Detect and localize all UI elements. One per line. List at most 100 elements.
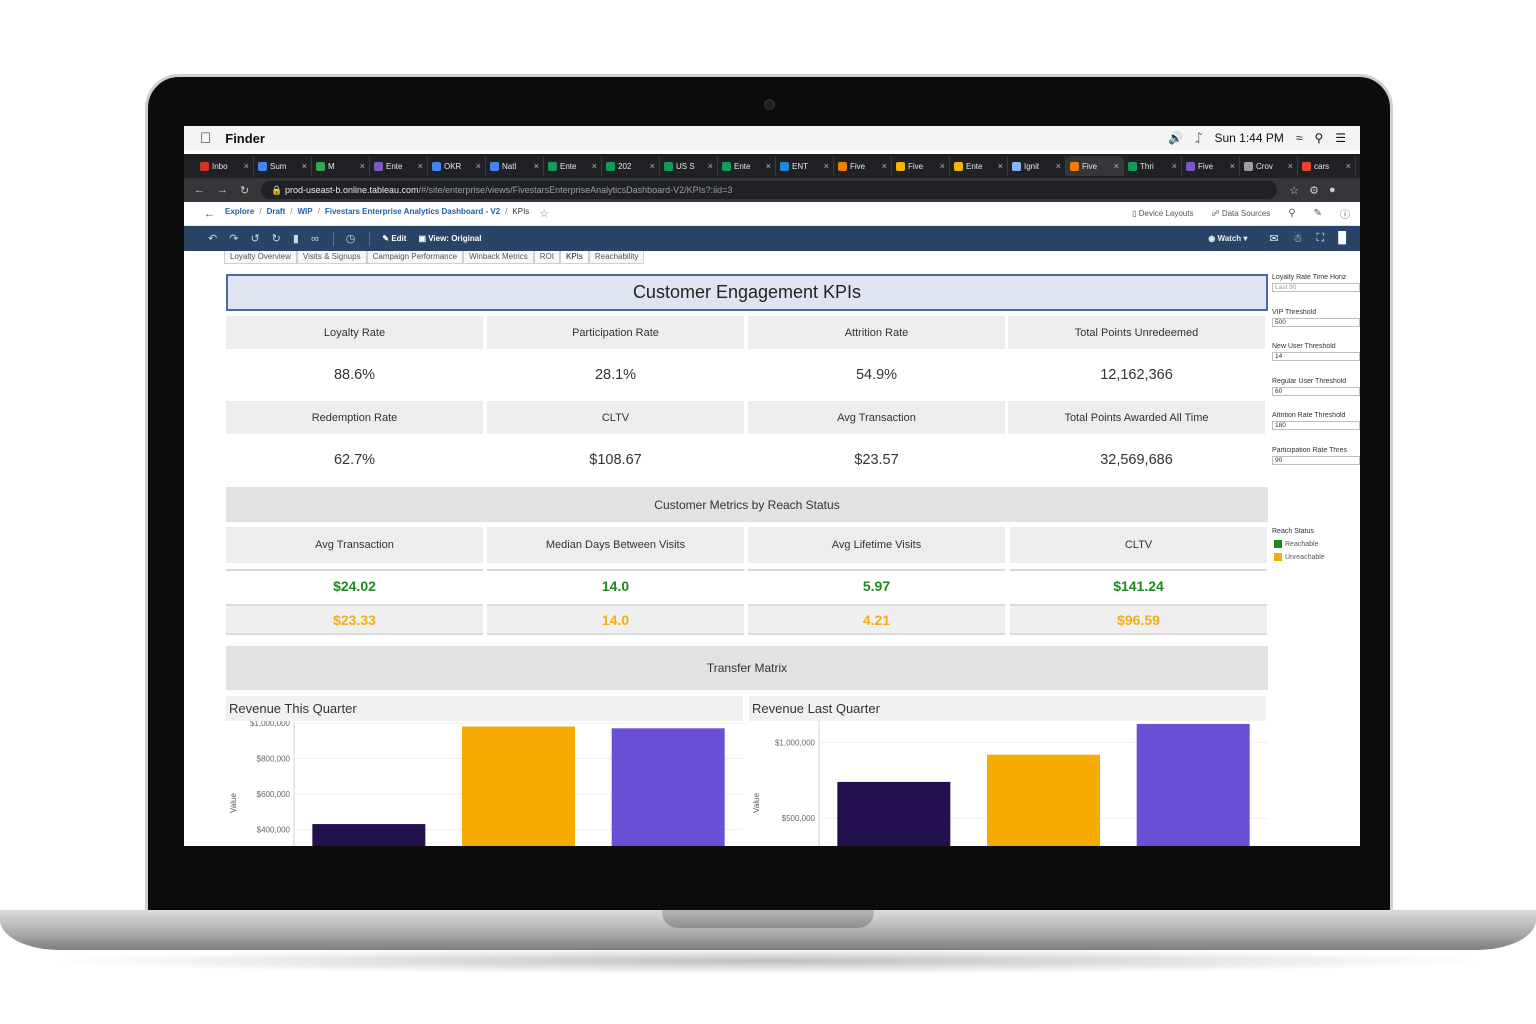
link-icon[interactable]: ∞	[310, 232, 319, 245]
filter-input[interactable]: 14	[1272, 352, 1360, 361]
tab-close-icon[interactable]: ×	[707, 161, 713, 171]
device-layouts-button[interactable]: ▯ Device Layouts	[1132, 209, 1194, 218]
sheet-tab[interactable]: Campaign Performance	[366, 251, 464, 264]
browser-tab[interactable]: US S ×	[660, 156, 718, 176]
notes-icon[interactable]: ✎	[1313, 208, 1322, 219]
tab-close-icon[interactable]: ×	[765, 161, 771, 171]
browser-tab[interactable]: M ×	[312, 156, 370, 176]
panel-icon[interactable]: █	[1338, 232, 1346, 244]
edit-button[interactable]: ✎ Edit	[382, 234, 407, 243]
browser-tab[interactable]: Ente ×	[544, 156, 602, 176]
undo-icon[interactable]: ↶	[208, 233, 218, 245]
control-center-icon[interactable]: ☰	[1335, 131, 1346, 145]
bar[interactable]	[312, 824, 426, 846]
tab-close-icon[interactable]: ×	[1113, 161, 1119, 171]
browser-tab[interactable]: ENT ×	[776, 156, 834, 176]
browser-tab[interactable]: OKR ×	[428, 156, 486, 176]
tab-close-icon[interactable]: ×	[301, 161, 307, 171]
url-field[interactable]: 🔒 prod-useast-b.online.tableau.com /#/si…	[261, 181, 1278, 199]
legend-item-reachable[interactable]: Reachable	[1274, 540, 1318, 548]
tab-close-icon[interactable]: ×	[939, 161, 945, 171]
browser-tab[interactable]: Thri ×	[1124, 156, 1182, 176]
volume-icon[interactable]: 🔊	[1168, 131, 1184, 145]
replay-icon[interactable]: ◷	[345, 233, 356, 245]
browser-tab[interactable]: Ente ×	[370, 156, 428, 176]
tab-close-icon[interactable]: ×	[591, 161, 597, 171]
sheet-tab[interactable]: Visits & Signups	[296, 251, 367, 264]
back-arrow-icon[interactable]: ←	[204, 207, 215, 220]
profile-avatar[interactable]: ●	[1328, 183, 1336, 196]
tab-close-icon[interactable]: ×	[881, 161, 887, 171]
browser-tab[interactable]: Ente ×	[950, 156, 1008, 176]
tab-close-icon[interactable]: ×	[1171, 161, 1177, 171]
filter-input[interactable]: 90	[1272, 455, 1360, 465]
clock[interactable]: Sun 1:44 PM	[1214, 131, 1284, 145]
bar[interactable]	[1136, 724, 1250, 846]
browser-tab[interactable]: Five ×	[1066, 156, 1124, 176]
tab-close-icon[interactable]: ×	[997, 161, 1003, 171]
breadcrumb-explore[interactable]: Explore	[225, 207, 255, 216]
data-sources-button[interactable]: ☍ Data Sources	[1211, 209, 1271, 218]
tab-close-icon[interactable]: ×	[1229, 161, 1235, 171]
tab-close-icon[interactable]: ×	[533, 161, 539, 171]
tab-close-icon[interactable]: ×	[823, 161, 829, 171]
tab-close-icon[interactable]: ×	[1287, 161, 1293, 171]
tab-close-icon[interactable]: ×	[1345, 161, 1351, 171]
revert-icon[interactable]: ↺	[250, 233, 260, 245]
browser-tab[interactable]: Inbo ×	[196, 156, 254, 176]
tab-close-icon[interactable]: ×	[243, 161, 249, 171]
tab-close-icon[interactable]: ×	[359, 161, 365, 171]
pause-icon[interactable]: ▮	[292, 233, 299, 245]
back-icon[interactable]: ←	[194, 183, 205, 196]
filter-input[interactable]: Last 90	[1272, 283, 1360, 292]
bar[interactable]	[611, 728, 725, 846]
comments-icon[interactable]: ✉	[1269, 233, 1279, 245]
browser-tab[interactable]: Crov ×	[1240, 156, 1298, 176]
tab-close-icon[interactable]: ×	[649, 161, 655, 171]
tab-close-icon[interactable]: ×	[475, 161, 481, 171]
breadcrumb-draft[interactable]: Draft	[266, 207, 286, 216]
browser-tab[interactable]: Natl ×	[486, 156, 544, 176]
extensions-icon[interactable]: ⚙	[1309, 184, 1319, 197]
sheet-tab[interactable]: Loyalty Overview	[224, 251, 297, 264]
filter-input[interactable]: 500	[1272, 317, 1360, 327]
fullscreen-icon[interactable]: ⛶	[1316, 232, 1325, 244]
forward-icon[interactable]: →	[217, 183, 228, 196]
bar[interactable]	[837, 781, 951, 846]
apple-icon[interactable]: 	[200, 130, 211, 147]
sheet-tab[interactable]: Reachability	[588, 251, 645, 264]
sheet-tab[interactable]: KPIs	[560, 251, 589, 264]
share-icon[interactable]: ☃	[1292, 233, 1303, 245]
browser-tab[interactable]: Five ×	[834, 156, 892, 176]
search-icon[interactable]: ⚲	[1288, 208, 1296, 219]
favorite-star-icon[interactable]: ☆	[539, 208, 550, 220]
bookmark-star-icon[interactable]: ☆	[1289, 184, 1300, 197]
breadcrumb-wip[interactable]: WIP	[297, 207, 313, 216]
browser-tab[interactable]: Ignit ×	[1008, 156, 1066, 176]
help-icon[interactable]: ⓘ	[1340, 210, 1350, 221]
browser-tab[interactable]: Five ×	[1182, 156, 1240, 176]
legend-item-unreachable[interactable]: Unreachable	[1274, 553, 1325, 561]
browser-tab[interactable]: Ente ×	[718, 156, 776, 176]
wifi-icon[interactable]: ≈	[1295, 131, 1303, 145]
bar[interactable]	[987, 754, 1100, 846]
tab-close-icon[interactable]: ×	[1055, 161, 1061, 171]
bar[interactable]	[462, 726, 575, 846]
view-button[interactable]: ▣ View: Original	[418, 234, 482, 243]
bluetooth-icon[interactable]: ᛢ	[1195, 131, 1203, 145]
filter-input[interactable]: 180	[1272, 421, 1360, 430]
browser-tab[interactable]: Five ×	[892, 156, 950, 176]
sheet-tab[interactable]: ROI	[533, 251, 560, 264]
app-name[interactable]: Finder	[214, 130, 265, 146]
watch-button[interactable]: ◉ Watch ▾	[1208, 234, 1248, 243]
browser-tab[interactable]: 202 ×	[602, 156, 660, 176]
filter-input[interactable]: 60	[1272, 386, 1360, 396]
browser-tab[interactable]: cars ×	[1298, 156, 1356, 176]
redo-icon[interactable]: ↷	[229, 233, 239, 245]
reload-icon[interactable]: ↻	[240, 184, 250, 197]
sheet-tab[interactable]: Winback Metrics	[463, 251, 534, 264]
spotlight-icon[interactable]: ⚲	[1314, 131, 1324, 145]
refresh-icon[interactable]: ↻	[271, 233, 281, 245]
breadcrumb-workbook[interactable]: Fivestars Enterprise Analytics Dashboard…	[324, 207, 501, 216]
tab-close-icon[interactable]: ×	[417, 161, 423, 171]
